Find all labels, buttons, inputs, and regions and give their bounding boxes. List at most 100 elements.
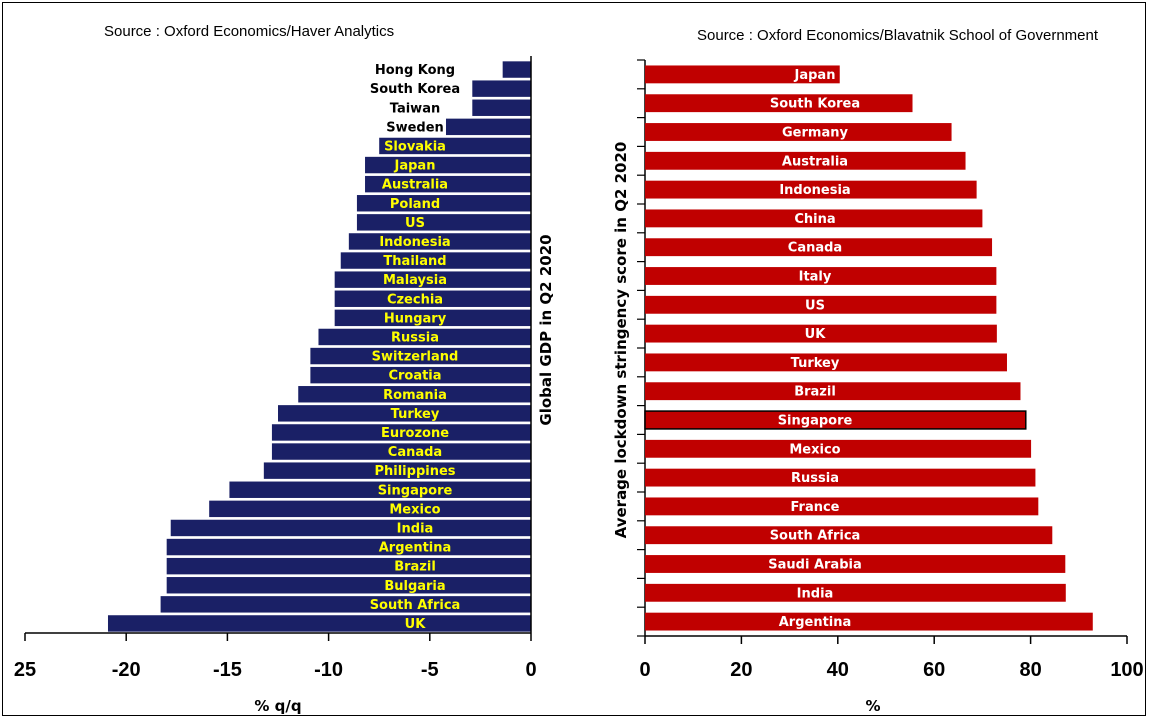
left-tick-label: -5 (421, 659, 439, 681)
gdp-bar-malaysia (334, 271, 531, 288)
stringency-bar-saudi-arabia (645, 555, 1066, 573)
stringency-bar-label-china: China (794, 212, 835, 227)
stringency-bar-label-italy: Italy (799, 270, 832, 285)
stringency-bar-label-canada: Canada (788, 241, 842, 256)
gdp-bar-brazil (166, 557, 531, 575)
gdp-bar-label-malaysia: Malaysia (383, 273, 447, 288)
gdp-bar-canada (271, 443, 531, 460)
gdp-bar-russia (318, 328, 531, 346)
left-y-axis-title: Global GDP in Q2 2020 (537, 234, 555, 425)
gdp-bar-switzerland (310, 347, 531, 365)
gdp-bar-label-russia: Russia (391, 330, 439, 345)
stringency-bar-label-france: France (790, 500, 839, 515)
gdp-bar-eurozone (271, 424, 531, 441)
gdp-bar-czechia (334, 290, 531, 307)
right-tick-label: 20 (730, 659, 752, 681)
gdp-bar-label-indonesia: Indonesia (379, 235, 450, 250)
stringency-bar-label-mexico: Mexico (789, 442, 840, 457)
gdp-bar-label-eurozone: Eurozone (381, 426, 449, 441)
stringency-bar-label-saudi-arabia: Saudi Arabia (768, 558, 861, 573)
gdp-bar-label-poland: Poland (390, 197, 440, 212)
right-x-axis-title: % (865, 697, 880, 715)
gdp-bar-label-us: US (405, 216, 425, 231)
gdp-bar-label-singapore: Singapore (378, 483, 453, 498)
stringency-bar-label-uk: UK (805, 327, 827, 342)
right-tick-label: 40 (827, 659, 849, 681)
gdp-bar-label-turkey: Turkey (391, 407, 440, 422)
right-tick-label: 60 (923, 659, 945, 681)
stringency-bar-label-germany: Germany (782, 126, 848, 141)
gdp-bar-philippines (263, 462, 531, 479)
gdp-bar-label-hungary: Hungary (384, 311, 447, 326)
gdp-bar-label-canada: Canada (388, 445, 442, 460)
stringency-bar-label-russia: Russia (791, 471, 839, 486)
stringency-bar-label-us: US (805, 298, 825, 313)
gdp-bar-label-australia: Australia (382, 178, 448, 193)
gdp-bar-label-switzerland: Switzerland (372, 350, 459, 365)
gdp-bar-us (356, 214, 531, 231)
right-tick-label: 80 (1019, 659, 1041, 681)
stringency-bar-label-south-africa: South Africa (770, 529, 861, 544)
gdp-bar-label-south-africa: South Africa (370, 598, 461, 613)
gdp-bar-label-philippines: Philippines (374, 464, 455, 479)
gdp-bar-label-hong-kong: Hong Kong (375, 63, 455, 78)
gdp-bar-label-czechia: Czechia (387, 292, 443, 307)
gdp-bar-turkey (278, 405, 531, 422)
stringency-bar-label-australia: Australia (782, 154, 848, 169)
stringency-bar-south-africa (645, 526, 1053, 545)
left-x-axis-title: % q/q (254, 697, 301, 715)
gdp-bar-singapore (229, 481, 531, 498)
gdp-bar-japan (365, 156, 531, 174)
stringency-bar-singapore (644, 410, 1027, 430)
gdp-bar-romania (298, 386, 531, 403)
gdp-bar-sweden (445, 118, 531, 136)
gdp-bar-south-korea (472, 80, 531, 97)
left-tick-label: 0 (525, 659, 536, 681)
left-tick-label: -10 (314, 659, 343, 681)
right-source: Source : Oxford Economics/Blavatnik Scho… (697, 27, 1099, 44)
left-source: Source : Oxford Economics/Haver Analytic… (104, 23, 394, 40)
stringency-bar-brazil (645, 382, 1021, 401)
stringency-bar-canada (645, 238, 993, 257)
right-tick-label: 100 (1110, 659, 1143, 681)
gdp-bar-hong-kong (502, 61, 531, 78)
stringency-bar-turkey (645, 353, 1007, 372)
gdp-bar-label-thailand: Thailand (383, 254, 446, 269)
gdp-bar-label-slovakia: Slovakia (384, 139, 446, 154)
gdp-bar-slovakia (379, 137, 531, 155)
gdp-bar-australia (365, 175, 531, 193)
gdp-bar-taiwan (472, 99, 531, 116)
gdp-bar-label-mexico: Mexico (389, 502, 440, 517)
stringency-bar-mexico (645, 439, 1032, 458)
stringency-bar-label-turkey: Turkey (791, 356, 840, 371)
stringency-bar-label-brazil: Brazil (794, 385, 836, 400)
gdp-bar-croatia (310, 366, 531, 384)
stringency-bar-australia (645, 151, 966, 170)
gdp-bar-uk (107, 615, 531, 632)
gdp-bar-label-argentina: Argentina (379, 541, 452, 556)
gdp-bar-indonesia (348, 233, 531, 250)
left-tick-label: -15 (213, 659, 242, 681)
gdp-bar-argentina (166, 538, 531, 556)
right-y-axis-title: Average lockdown stringency score in Q2 … (612, 142, 630, 539)
stringency-bar-india (645, 583, 1066, 602)
gdp-bar-bulgaria (166, 577, 531, 594)
gdp-bar-label-uk: UK (405, 617, 427, 632)
right-tick-label: 0 (639, 659, 650, 681)
stringency-bar-us (645, 295, 997, 314)
stringency-bar-indonesia (645, 180, 977, 199)
gdp-bar-label-india: India (397, 521, 434, 536)
left-tick-label: 25 (14, 659, 36, 681)
stringency-bar-south-korea (645, 94, 913, 113)
gdp-bar-thailand (340, 252, 531, 269)
stringency-bar-label-japan: Japan (794, 68, 836, 83)
left-tick-label: -20 (112, 659, 141, 681)
stringency-bar-france (645, 497, 1039, 516)
gdp-bar-label-sweden: Sweden (386, 120, 444, 135)
stringency-bar-japan (645, 65, 840, 84)
stringency-bar-argentina (645, 612, 1093, 631)
gdp-bar-label-japan: Japan (394, 159, 436, 174)
gdp-bar-label-brazil: Brazil (394, 560, 436, 575)
stringency-bar-italy (645, 267, 997, 285)
